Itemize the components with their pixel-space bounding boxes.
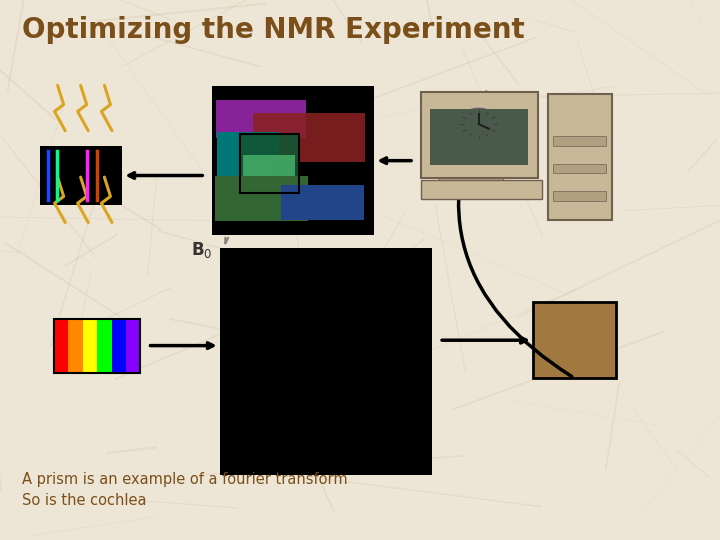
Circle shape	[459, 109, 499, 139]
Bar	[217, 132, 279, 184]
Bar	[241, 135, 299, 192]
Bar	[126, 319, 140, 373]
Bar	[421, 180, 541, 199]
Bar	[240, 134, 299, 193]
Bar	[553, 136, 606, 146]
Bar	[68, 319, 83, 373]
Bar	[215, 176, 308, 221]
Text: $\mathbf{B}_0$: $\mathbf{B}_0$	[191, 240, 212, 260]
Bar	[533, 302, 616, 378]
Bar	[253, 113, 365, 162]
Bar	[112, 319, 126, 373]
Bar	[40, 146, 122, 205]
Bar	[97, 319, 112, 373]
Bar	[438, 178, 503, 192]
Bar	[547, 94, 612, 220]
Bar	[430, 109, 528, 165]
Text: Optimizing the NMR Experiment: Optimizing the NMR Experiment	[22, 16, 524, 44]
Text: A prism is an example of a fourier transform
So is the cochlea: A prism is an example of a fourier trans…	[22, 471, 347, 508]
Bar	[243, 155, 295, 190]
Bar	[216, 100, 306, 138]
Bar	[553, 164, 606, 173]
Bar	[212, 86, 374, 235]
Bar	[54, 319, 68, 373]
Bar	[553, 191, 606, 201]
Bar	[54, 319, 140, 373]
Bar	[83, 319, 97, 373]
Bar	[421, 92, 538, 178]
Bar	[281, 185, 364, 220]
Bar	[220, 248, 432, 475]
